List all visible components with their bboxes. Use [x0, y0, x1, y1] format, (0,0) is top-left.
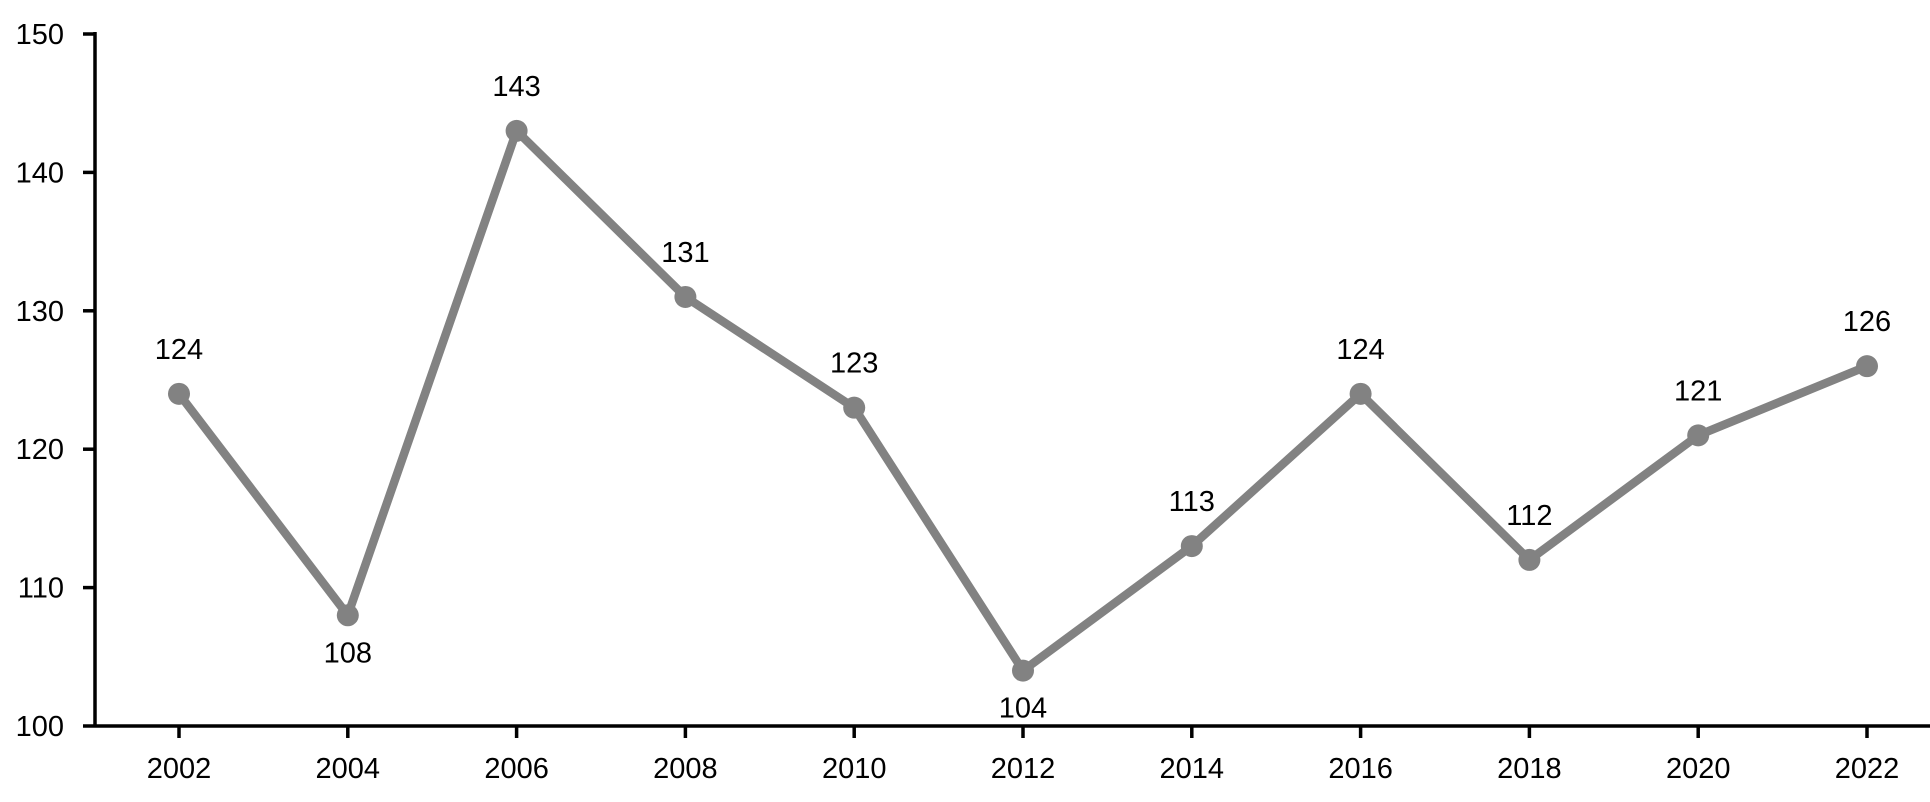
x-tick-label: 2018	[1497, 753, 1562, 785]
data-point-marker	[1518, 548, 1541, 571]
data-point-marker	[674, 285, 697, 308]
data-point-label: 104	[999, 693, 1047, 725]
y-tick-label: 100	[16, 711, 64, 743]
data-point-marker	[1180, 535, 1203, 558]
data-point-marker	[336, 604, 359, 627]
x-tick-label: 2022	[1835, 753, 1900, 785]
x-tick-label: 2008	[653, 753, 718, 785]
x-tick-label: 2006	[484, 753, 549, 785]
y-tick-label: 130	[16, 296, 64, 328]
data-point-marker	[505, 119, 528, 142]
y-tick-label: 150	[16, 19, 64, 51]
series-line	[174, 126, 1872, 675]
data-point-label: 126	[1843, 306, 1891, 338]
x-tick-label: 2010	[822, 753, 887, 785]
y-tick-label: 110	[18, 573, 64, 605]
data-point-marker	[843, 396, 866, 419]
data-point-marker	[1687, 424, 1710, 447]
x-tick-label: 2002	[147, 753, 212, 785]
data-point-label: 123	[830, 348, 878, 380]
data-point-label: 108	[324, 637, 372, 669]
data-point-label: 131	[661, 237, 709, 269]
data-point-label: 124	[155, 334, 203, 366]
x-tick-label: 2016	[1328, 753, 1393, 785]
x-tick-label: 2004	[316, 753, 381, 785]
data-point-label: 113	[1169, 486, 1215, 518]
data-point-label: 121	[1674, 375, 1722, 407]
data-point-marker	[168, 382, 190, 405]
data-point-marker	[1012, 659, 1034, 682]
data-point-marker	[1856, 355, 1878, 378]
data-point-label: 112	[1506, 500, 1552, 532]
y-tick-label: 120	[16, 434, 64, 466]
data-point-label: 124	[1336, 334, 1384, 366]
x-tick-label: 2012	[991, 753, 1056, 785]
y-tick-label: 140	[16, 157, 64, 189]
data-point-marker	[1349, 382, 1372, 405]
x-tick-label: 2014	[1160, 753, 1225, 785]
x-tick-label: 2020	[1666, 753, 1731, 785]
data-point-label: 143	[492, 71, 540, 103]
